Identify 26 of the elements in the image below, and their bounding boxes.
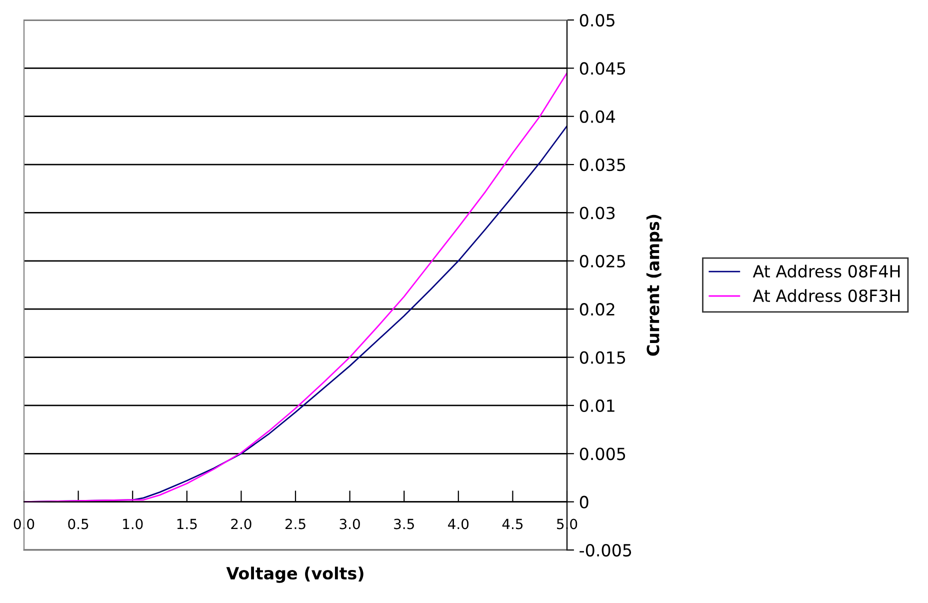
legend-label: At Address 08F3H [752,289,900,302]
x-tick-label: 1.5 [177,518,197,530]
y-tick-label: 0.05 [580,14,614,27]
x-tick-label: 3.5 [394,518,414,530]
y-tick-label: 0 [580,496,588,508]
y-tick-label: 0.005 [580,448,626,460]
y-tick-label: -0.005 [580,544,632,557]
y-tick-label: 0.02 [580,303,614,316]
x-tick-label: 0.0 [14,518,34,530]
y-tick-label: 0.04 [580,110,615,123]
y-tick-label: 0.015 [580,351,626,364]
x-tick-label: 2.5 [285,518,306,530]
x-tick-label: 4.5 [502,518,523,530]
y-tick-label: 0.045 [580,62,626,75]
y-tick-label: 0.03 [580,206,615,220]
y-tick-label: 0.01 [580,399,614,412]
y-tick-label: 0.025 [580,254,626,268]
y-tick-label: 0.035 [580,158,626,172]
x-tick-label: 2.0 [231,518,252,530]
x-tick-label: 4.0 [448,518,469,530]
y-axis-title: Current (amps) [646,214,663,356]
legend-label: At Address 08F4H [752,264,900,278]
x-tick-label: 0.5 [68,518,88,530]
x-tick-label: 1.0 [123,518,143,530]
x-axis-title: Voltage (volts) [226,566,364,583]
x-tick-label: 3.0 [340,518,360,530]
